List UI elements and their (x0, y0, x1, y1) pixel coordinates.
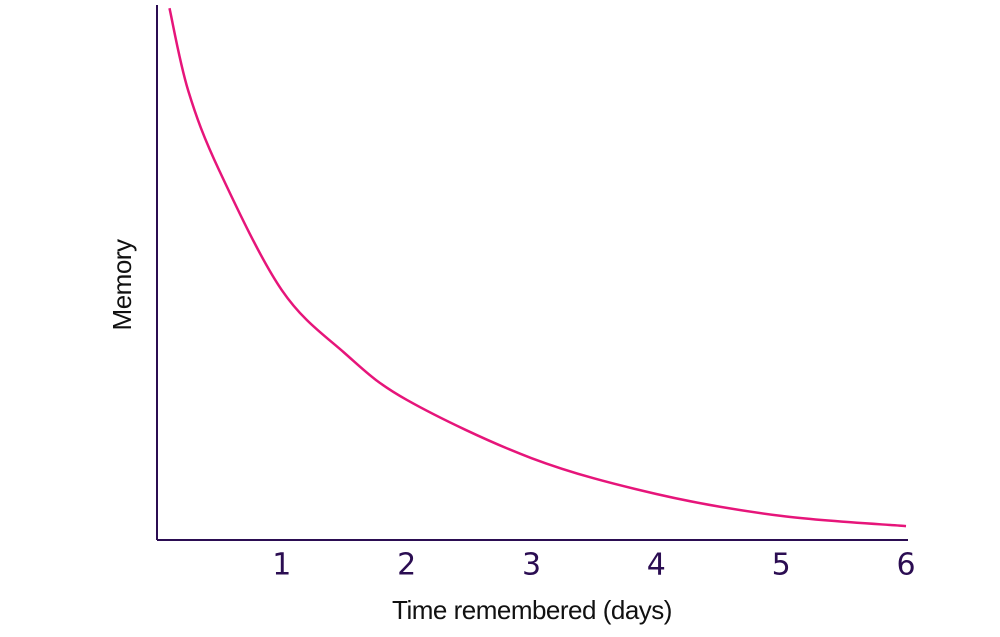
x-tick-label: 3 (522, 548, 541, 583)
x-tick-label: 5 (772, 548, 791, 583)
line-series (168, 7, 907, 528)
x-tick-label: 1 (272, 548, 291, 583)
x-tick-label: 2 (397, 548, 416, 583)
x-axis-label: Time remembered (days) (392, 595, 672, 625)
x-tick-label: 6 (896, 548, 915, 583)
y-axis-label: Memory (107, 239, 137, 330)
x-tick-label: 4 (647, 548, 666, 583)
